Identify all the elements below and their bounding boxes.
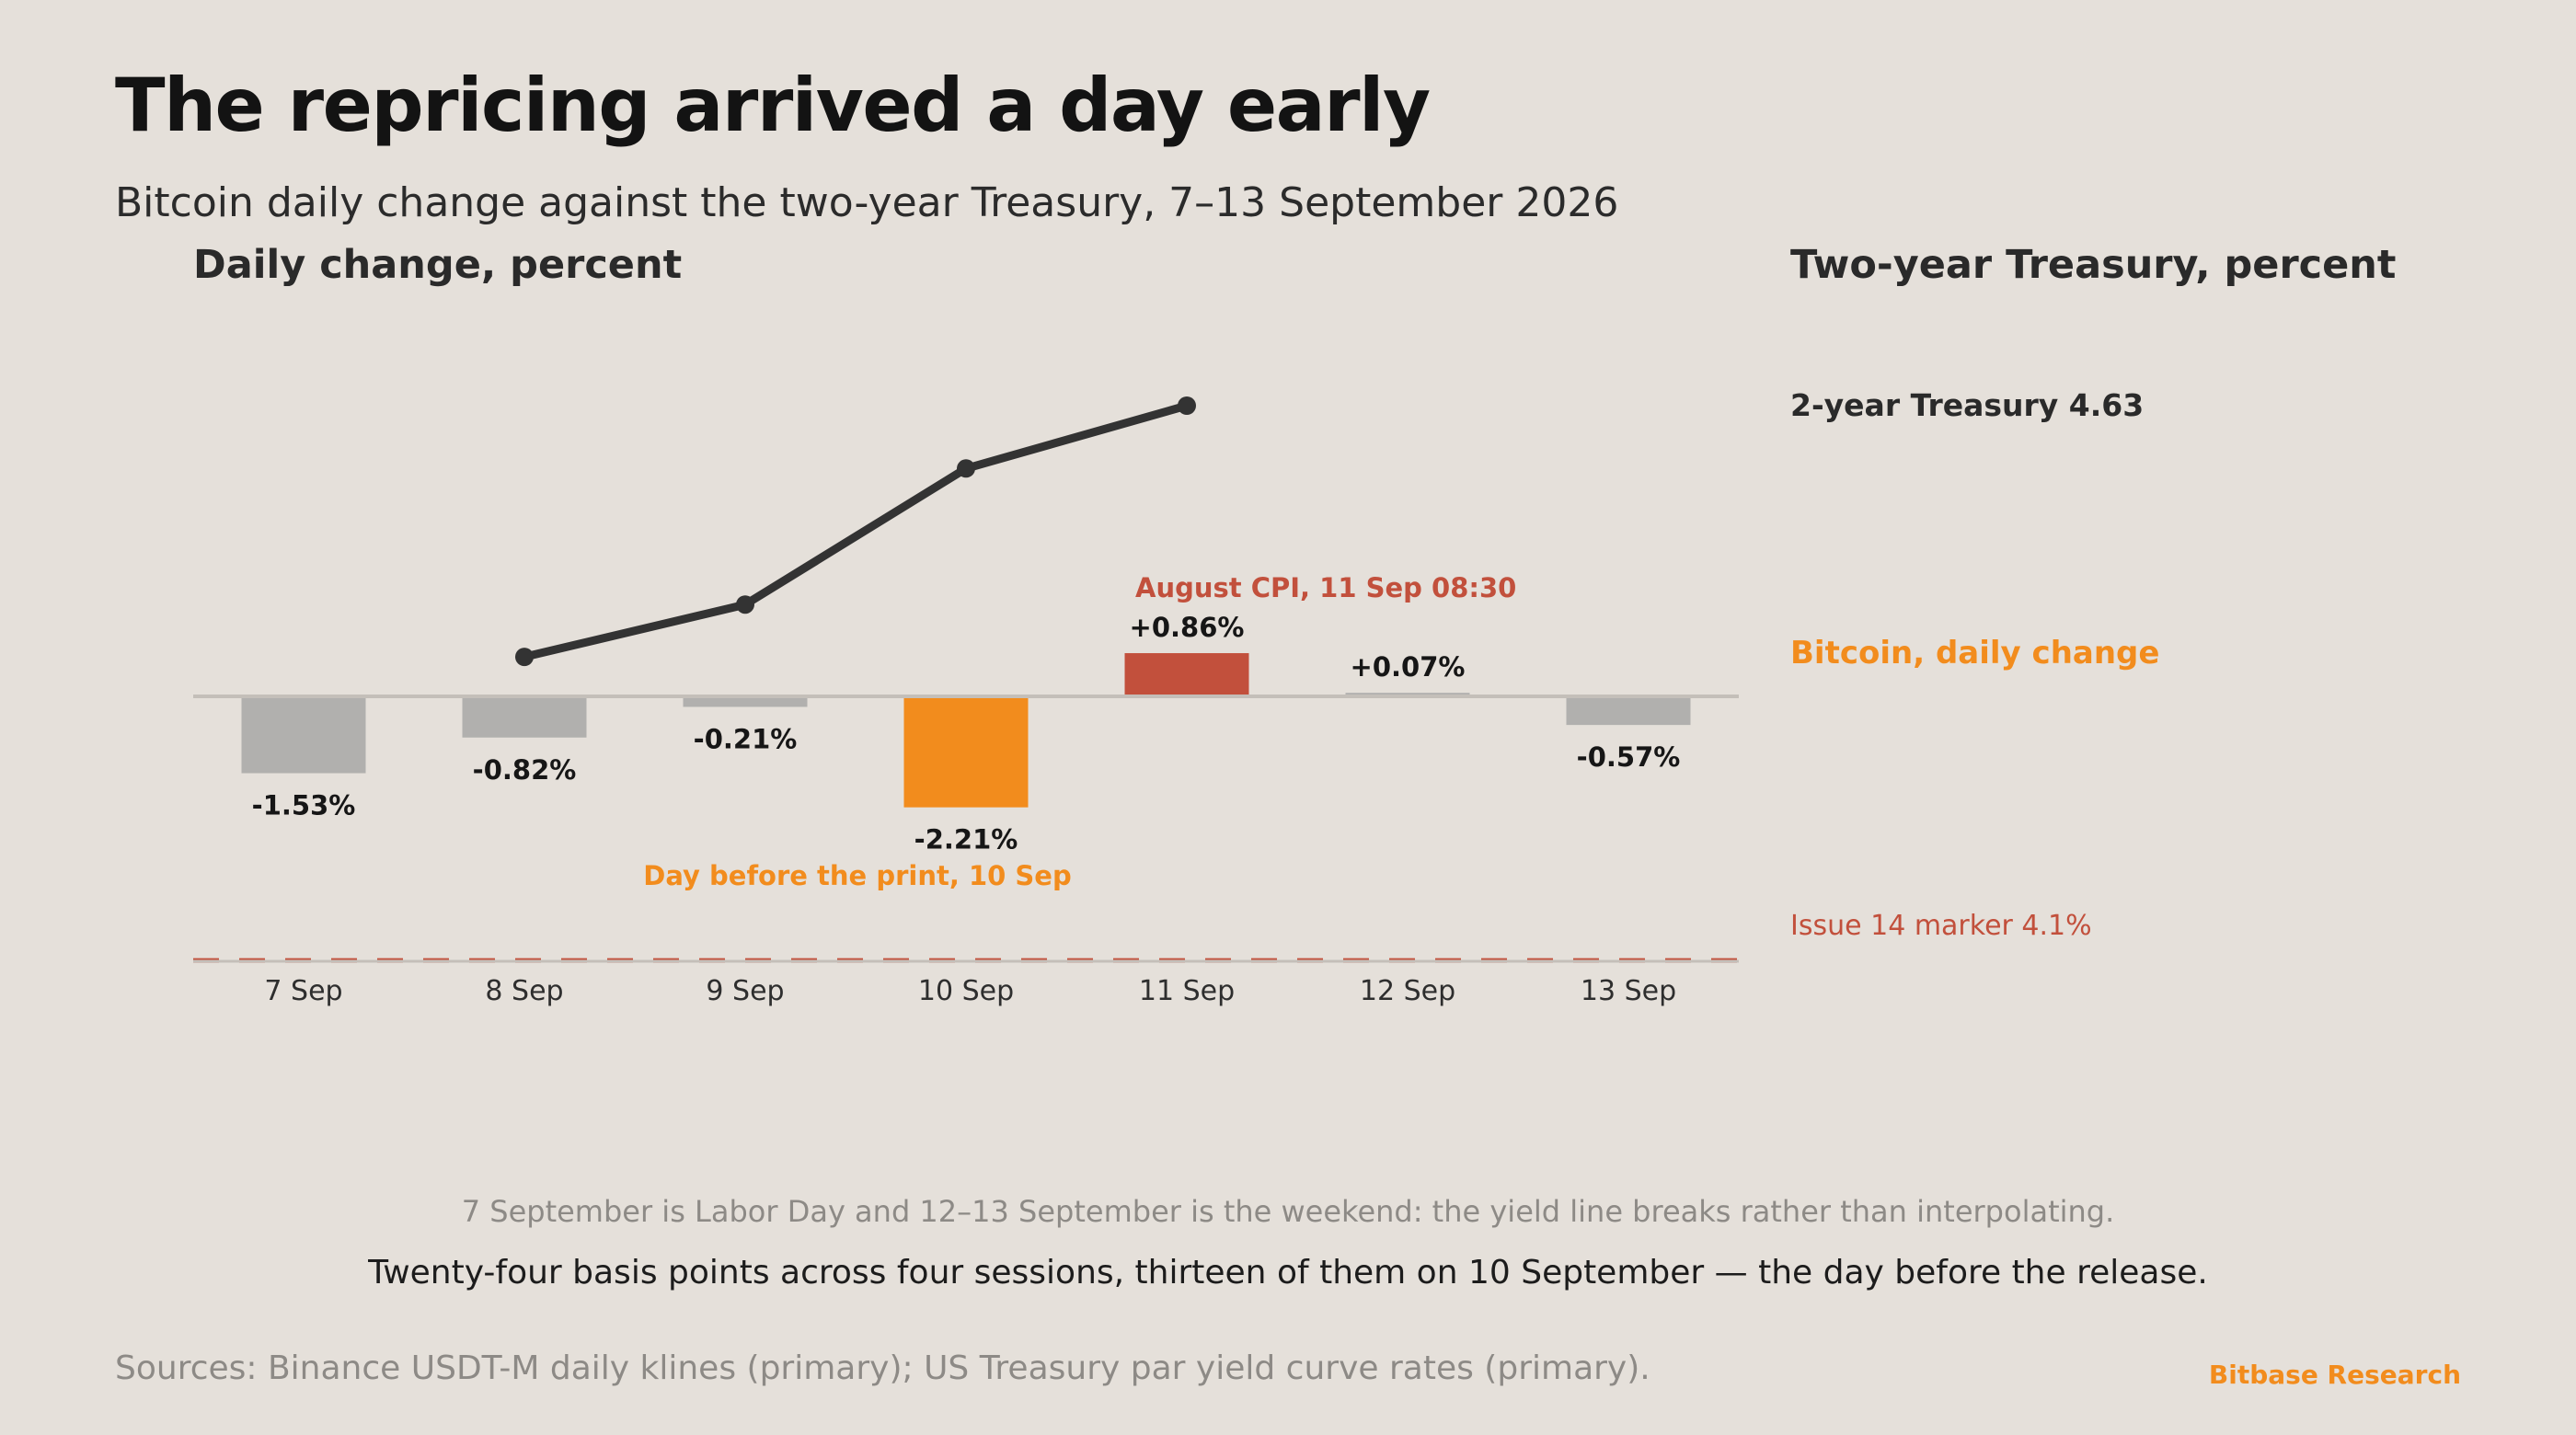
bar-value-label-5: +0.07% [1351,651,1466,683]
x-tick-label-6: 13 Sep [1581,975,1676,1007]
sources-note: Sources: Binance USDT-M daily klines (pr… [115,1349,1650,1387]
bitcoin-series-label: Bitcoin, daily change [1790,635,2159,672]
right-axis-title: Two-year Treasury, percent [1790,242,2396,288]
bar-value-label-0: -1.53% [252,790,356,821]
x-tick-label-4: 11 Sep [1139,975,1235,1007]
footnote: 7 September is Labor Day and 12–13 Septe… [461,1194,2115,1229]
treasury-point-2 [957,459,975,478]
treasury-line [520,401,1191,661]
bar-6 [1566,696,1691,726]
bar-4 [1124,653,1249,696]
bar-3 [903,696,1029,808]
bar-value-label-3: -2.21% [914,824,1018,855]
annotation-0: August CPI, 11 Sep 08:30 [1135,572,1516,603]
x-tick-label-1: 8 Sep [485,975,563,1007]
treasury-point-1 [736,595,754,614]
reference-line-label: Issue 14 marker 4.1% [1790,910,2092,942]
annotation-1: Day before the print, 10 Sep [643,860,1071,891]
bar-2 [683,696,808,707]
bar-value-label-2: -0.21% [694,723,798,754]
x-tick-label-5: 12 Sep [1360,975,1455,1007]
bar-value-label-1: -0.82% [473,754,577,786]
treasury-end-label: 2-year Treasury 4.63 [1790,387,2144,423]
bar-0 [241,696,366,774]
treasury-point-0 [515,648,534,667]
x-tick-label-2: 9 Sep [706,975,784,1007]
left-axis-title: Daily change, percent [193,242,682,288]
page-subtitle: Bitcoin daily change against the two-yea… [115,179,1619,226]
page-title: The repricing arrived a day early [115,63,1431,148]
treasury-point-3 [1178,396,1196,415]
x-tick-label-3: 10 Sep [918,975,1014,1007]
bar-value-label-6: -0.57% [1577,741,1681,773]
bar-1 [462,696,587,738]
bar-value-label-4: +0.86% [1130,612,1245,643]
brand-label: Bitbase Research [2208,1360,2461,1390]
conclusion-text: Twenty-four basis points across four ses… [368,1254,2208,1292]
x-tick-label-0: 7 Sep [264,975,342,1007]
chart-marks: -1.53% -0.82% -0.21% -2.21% +0.86% +0.07% -0.5… [193,387,2159,1007]
